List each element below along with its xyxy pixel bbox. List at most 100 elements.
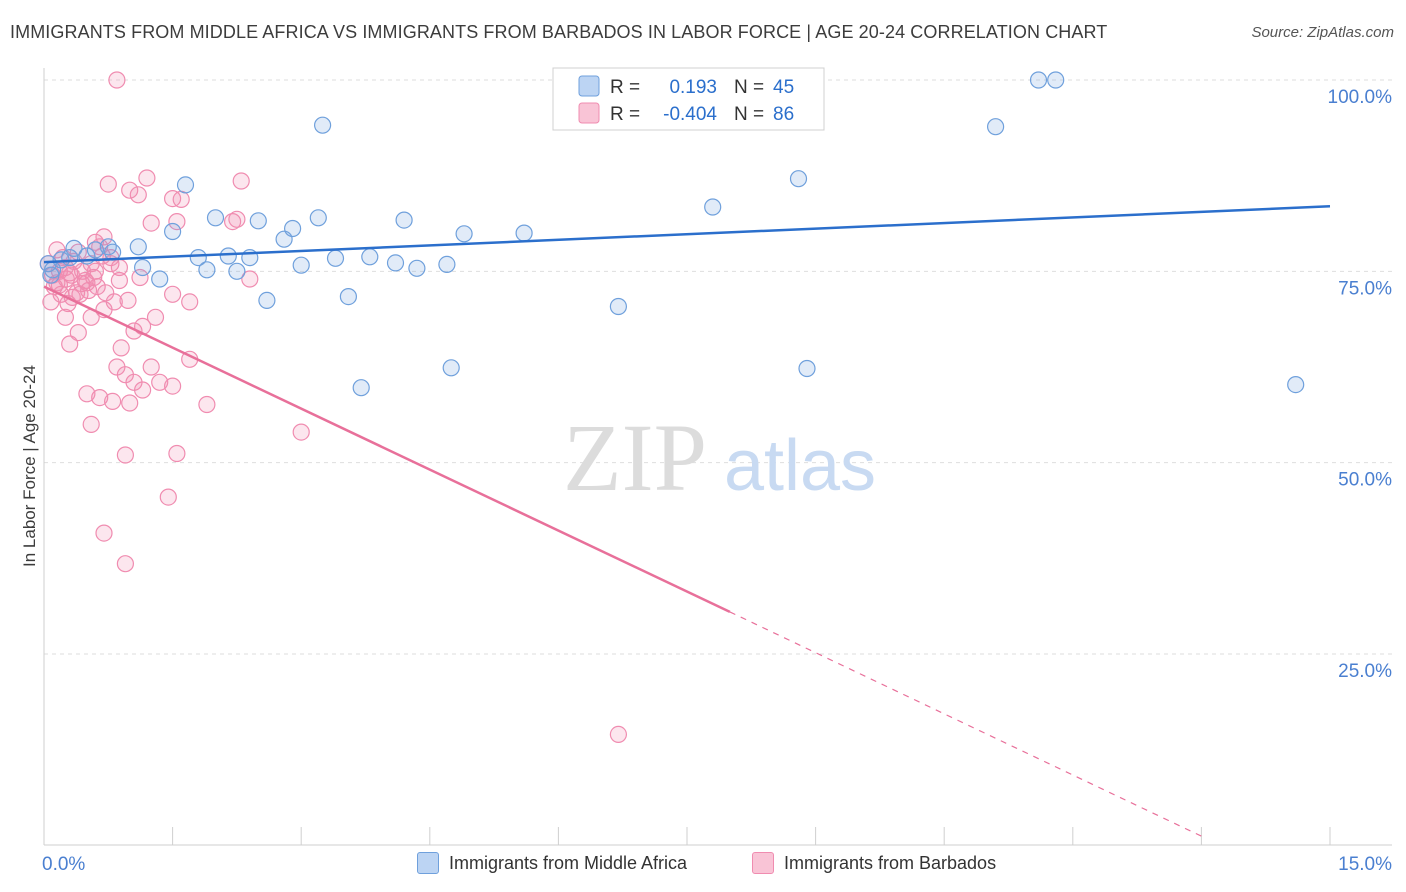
point-barbados-65 xyxy=(95,524,113,542)
point-middle-africa-10 xyxy=(129,238,147,256)
point-middle-africa-39 xyxy=(609,297,628,316)
point-middle-africa-41 xyxy=(789,170,808,188)
point-barbados-35 xyxy=(119,291,137,309)
point-barbados-71 xyxy=(97,284,115,302)
legend-swatch-barbados xyxy=(578,102,600,124)
point-barbados-85 xyxy=(131,268,149,287)
point-barbados-78 xyxy=(110,258,129,277)
point-middle-africa-26 xyxy=(309,209,327,227)
legend-swatch-pink xyxy=(752,852,774,874)
point-barbados-80 xyxy=(57,270,75,288)
legend-n-value-2: 86 xyxy=(773,104,794,125)
point-barbados-1 xyxy=(99,175,117,193)
point-middle-africa-14 xyxy=(176,176,195,194)
y-tick-label-100: 100.0% xyxy=(1328,87,1393,108)
point-barbados-53 xyxy=(164,377,182,395)
legend-n-value-1: 45 xyxy=(773,77,794,98)
point-barbados-66 xyxy=(116,555,135,573)
legend-item-middle-africa: Immigrants from Middle Africa xyxy=(417,852,687,874)
point-middle-africa-24 xyxy=(284,219,302,238)
chart-source: Source: ZipAtlas.com xyxy=(1251,24,1394,41)
y-tick-label-75: 75.0% xyxy=(1338,278,1392,299)
point-middle-africa-43 xyxy=(986,118,1005,136)
point-middle-africa-28 xyxy=(326,249,345,267)
point-middle-africa-30 xyxy=(352,379,370,397)
point-middle-africa-45 xyxy=(1047,71,1065,89)
point-barbados-67 xyxy=(609,725,628,744)
watermark: ZIP atlas xyxy=(563,404,876,511)
series-barbados-points xyxy=(39,71,628,744)
point-barbados-52 xyxy=(151,373,169,391)
point-barbados-76 xyxy=(48,241,66,259)
point-middle-africa-7 xyxy=(86,241,105,259)
point-middle-africa-22 xyxy=(258,291,276,309)
point-barbados-55 xyxy=(78,385,96,403)
legend-r-value-2: -0.404 xyxy=(663,104,717,125)
point-middle-africa-16 xyxy=(198,261,216,279)
legend-n-label-1: N = xyxy=(734,77,764,98)
point-barbados-82 xyxy=(73,275,91,293)
y-tick-label-25: 25.0% xyxy=(1338,661,1392,682)
point-barbados-36 xyxy=(56,308,75,326)
point-middle-africa-18 xyxy=(219,247,237,265)
x-tick-label-min: 0.0% xyxy=(42,854,85,875)
point-barbados-50 xyxy=(134,381,152,399)
point-barbados-10 xyxy=(164,190,182,208)
watermark-atlas: atlas xyxy=(724,426,876,506)
point-middle-africa-40 xyxy=(704,198,722,216)
point-barbados-46 xyxy=(61,335,79,353)
point-middle-africa-44 xyxy=(1029,71,1048,89)
point-barbados-51 xyxy=(142,358,160,376)
legend-r-label-1: R = xyxy=(610,77,640,98)
grid-lines xyxy=(44,79,1392,655)
series-middle-africa-points xyxy=(39,71,1305,397)
stats-legend: R = 0.193 N = 45 R = -0.404 N = 86 xyxy=(552,67,825,131)
point-middle-africa-46 xyxy=(1287,376,1305,394)
point-barbados-4 xyxy=(138,169,156,187)
point-barbados-60 xyxy=(82,415,100,433)
legend-label-barbados: Immigrants from Barbados xyxy=(784,852,997,873)
y-tick-labels: 25.0% 50.0% 75.0% 100.0% xyxy=(1328,87,1393,682)
chart-title: IMMIGRANTS FROM MIDDLE AFRICA VS IMMIGRA… xyxy=(10,22,1108,42)
point-middle-africa-32 xyxy=(386,254,405,272)
point-barbados-84 xyxy=(86,262,105,280)
point-barbados-37 xyxy=(69,324,87,342)
point-middle-africa-36 xyxy=(442,359,460,377)
point-barbados-68 xyxy=(224,213,242,231)
x-tick-labels: 0.0% 15.0% xyxy=(42,854,1392,875)
point-barbados-58 xyxy=(121,394,139,412)
point-middle-africa-29 xyxy=(339,288,357,306)
point-barbados-59 xyxy=(198,395,216,414)
point-middle-africa-15 xyxy=(189,249,207,267)
point-barbados-34 xyxy=(110,271,129,290)
legend-swatch-blue xyxy=(417,852,439,874)
point-barbados-61 xyxy=(116,446,135,464)
point-barbados-69 xyxy=(241,270,259,288)
legend-r-value-1: 0.193 xyxy=(669,77,717,98)
point-middle-africa-38 xyxy=(515,224,533,242)
point-barbados-2 xyxy=(121,181,139,199)
point-barbados-0 xyxy=(108,71,126,89)
trend-line-barbados xyxy=(43,285,731,614)
point-middle-africa-42 xyxy=(798,359,816,378)
legend-n-label-2: N = xyxy=(734,104,764,125)
point-barbados-83 xyxy=(79,281,98,300)
point-middle-africa-35 xyxy=(438,255,456,273)
point-barbados-62 xyxy=(168,444,186,463)
legend-label-middle-africa: Immigrants from Middle Africa xyxy=(449,852,688,873)
point-middle-africa-37 xyxy=(455,225,473,243)
point-barbados-9 xyxy=(168,213,186,231)
trend-lines xyxy=(43,205,1331,837)
point-middle-africa-17 xyxy=(206,209,225,227)
legend-r-label-2: R = xyxy=(610,104,640,125)
point-barbados-6 xyxy=(142,214,160,232)
bottom-legend: Immigrants from Middle Africa Immigrants… xyxy=(0,852,1406,876)
point-middle-africa-21 xyxy=(249,212,267,230)
axes xyxy=(43,68,1392,846)
point-middle-africa-11 xyxy=(134,258,152,277)
point-middle-africa-25 xyxy=(292,256,310,274)
point-barbados-64 xyxy=(159,488,177,506)
point-middle-africa-13 xyxy=(164,222,182,241)
point-barbados-63 xyxy=(292,423,310,441)
